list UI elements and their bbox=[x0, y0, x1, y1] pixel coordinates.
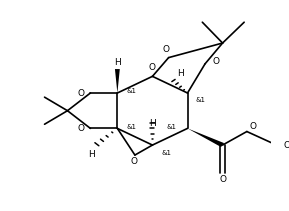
Text: &1: &1 bbox=[162, 150, 171, 156]
Text: O: O bbox=[77, 124, 84, 133]
Text: &1: &1 bbox=[126, 124, 136, 130]
Polygon shape bbox=[115, 69, 120, 93]
Text: O: O bbox=[162, 45, 169, 54]
Text: O: O bbox=[219, 175, 226, 184]
Text: H: H bbox=[149, 119, 156, 128]
Text: O: O bbox=[213, 57, 220, 66]
Text: O: O bbox=[77, 88, 84, 97]
Text: H: H bbox=[114, 58, 121, 67]
Text: H: H bbox=[177, 69, 184, 78]
Text: &1: &1 bbox=[166, 124, 176, 130]
Text: H: H bbox=[88, 150, 95, 159]
Text: O: O bbox=[130, 157, 137, 166]
Text: &1: &1 bbox=[195, 97, 205, 103]
Text: O: O bbox=[149, 63, 156, 72]
Polygon shape bbox=[188, 128, 224, 147]
Text: &1: &1 bbox=[126, 88, 136, 94]
Text: O: O bbox=[283, 141, 289, 150]
Text: O: O bbox=[249, 122, 256, 131]
